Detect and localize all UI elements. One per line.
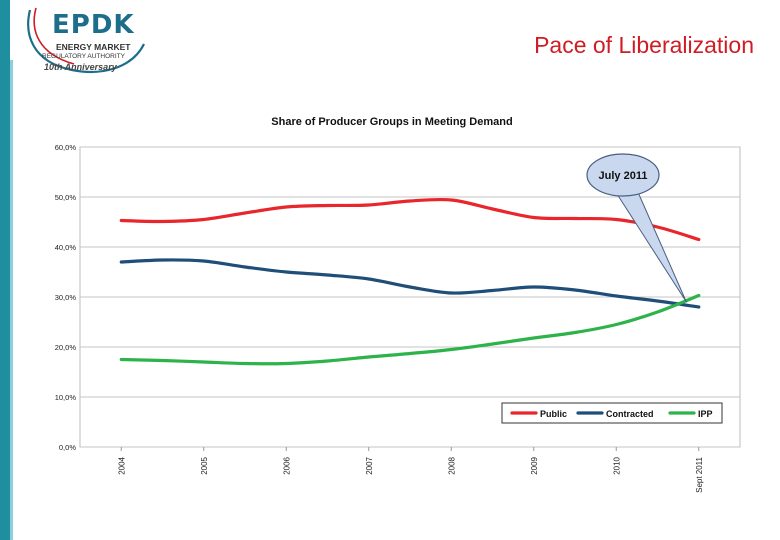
logo-line-1: ENERGY MARKET [56, 42, 131, 52]
x-tick-label: 2009 [530, 456, 539, 474]
x-tick-label: 2004 [117, 456, 126, 474]
legend-label-contracted: Contracted [606, 409, 654, 419]
legend-label-public: Public [540, 409, 567, 419]
left-accent-stripe [10, 60, 13, 540]
callout-label: July 2011 [599, 170, 648, 182]
logo-swoosh-icon [27, 7, 145, 74]
x-tick-label: 2010 [612, 456, 621, 474]
chart-title: Share of Producer Groups in Meeting Dema… [271, 116, 512, 128]
y-tick-label: 40,0% [55, 243, 77, 252]
y-tick-label: 60,0% [55, 143, 77, 152]
y-tick-label: 20,0% [55, 343, 77, 352]
y-tick-label: 0,0% [59, 443, 76, 452]
left-accent-bar [0, 0, 10, 540]
y-tick-label: 30,0% [55, 293, 77, 302]
x-tick-label: 2008 [447, 456, 456, 474]
epdk-logo: EPDK ENERGY MARKET REGULATORY AUTHORITY … [22, 4, 152, 82]
x-tick-label: 2005 [200, 456, 209, 474]
callout-pointer [616, 189, 687, 303]
series-line-ipp [119, 293, 701, 366]
x-tick-label: 2006 [282, 456, 291, 474]
series-line-public [119, 197, 701, 242]
logo-line-3: 10th Anniversary [44, 62, 117, 72]
x-tick-label: 2007 [365, 456, 374, 474]
logo-mark: EPDK [52, 10, 135, 40]
legend-label-ipp: IPP [698, 409, 713, 419]
series-line-contracted [119, 258, 701, 309]
page-title: Pace of Liberalization [534, 32, 754, 58]
legend-box [501, 402, 723, 424]
callout-bubble [586, 153, 660, 197]
y-tick-label: 50,0% [55, 193, 77, 202]
logo-line-2: REGULATORY AUTHORITY [42, 53, 125, 60]
y-tick-label: 10,0% [55, 393, 77, 402]
share-chart: Share of Producer Groups in Meeting Dema… [55, 116, 741, 493]
x-tick-label: Sept 2011 [695, 456, 704, 492]
